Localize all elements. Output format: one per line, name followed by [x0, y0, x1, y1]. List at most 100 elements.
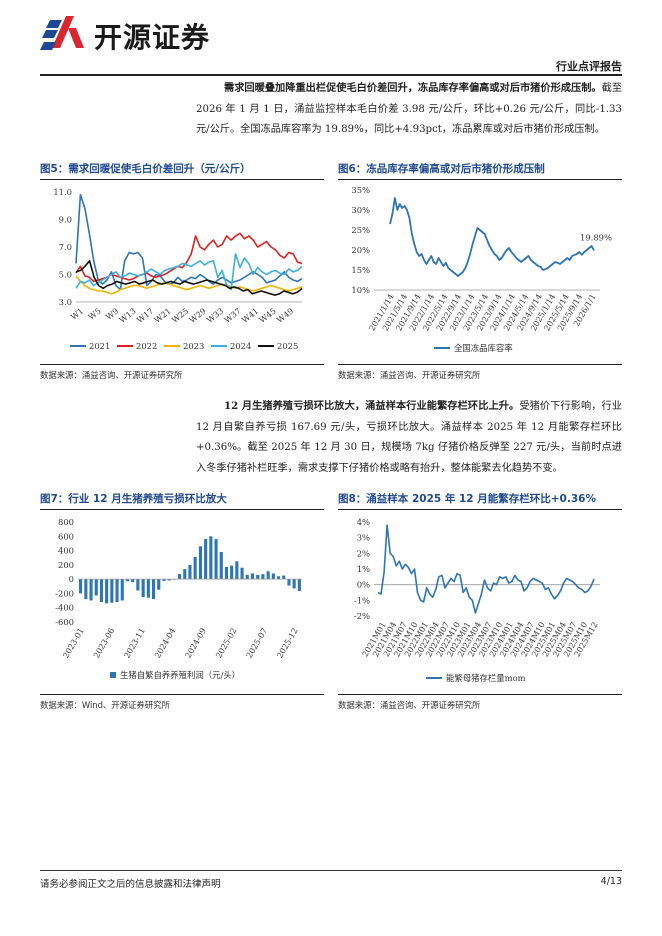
- bar: [94, 579, 98, 596]
- legend-label: 生猪自繁自养养殖利润（元/头）: [120, 670, 240, 680]
- y-tick-label: 25%: [351, 225, 370, 235]
- bar: [146, 579, 150, 598]
- x-tick-label: 2023-11: [122, 627, 146, 660]
- legend-label: 2024: [230, 341, 251, 351]
- bar: [152, 579, 156, 600]
- series-line-2023: [75, 275, 303, 295]
- figure-5-top-rule: [40, 179, 324, 180]
- figure-6-title: 图6：冻品库存率偏高或对后市猪价形成压制: [338, 163, 545, 175]
- bar: [219, 552, 223, 580]
- y-tick-label: 35%: [351, 185, 370, 195]
- y-tick-label: 2%: [357, 548, 370, 558]
- bar: [131, 579, 135, 582]
- figure-7-title: 图7：行业 12 月生猪养殖亏损环比放大: [40, 493, 227, 505]
- x-tick-label: W29: [188, 306, 208, 324]
- y-tick-label: 800: [58, 517, 74, 527]
- bar: [277, 576, 281, 580]
- bar: [136, 579, 140, 591]
- paragraph-1-lead: 需求回暖叠加降重出栏促使毛白价差回升，冻品库存率偏高或对后市猪价形成压制。: [224, 82, 602, 94]
- paragraph-1-text: 截至 2026 年 1 月 1 日，涌益监控样本毛白价差 3.98 元/公斤，环…: [196, 83, 623, 135]
- bar: [204, 539, 208, 580]
- bar: [245, 574, 249, 580]
- y-tick-label: -1%: [354, 595, 370, 605]
- bar: [261, 574, 265, 580]
- report-type: 行业点评报告: [556, 60, 622, 73]
- logo-mark-icon: [40, 16, 84, 50]
- legend-label: 2023: [183, 341, 204, 351]
- figure-6-source: 数据来源：涌益咨询、开源证券研究所: [338, 370, 481, 380]
- bar: [240, 567, 244, 580]
- footer-disclaimer: 请务必参阅正文之后的信息披露和法律声明: [40, 879, 221, 890]
- figure-5-source: 数据来源：涌益咨询、开源证券研究所: [40, 370, 183, 380]
- bar: [287, 579, 291, 586]
- bar: [167, 579, 171, 581]
- y-tick-label: 10%: [351, 285, 370, 295]
- series-line-sow-mom: [377, 524, 595, 614]
- bar: [141, 579, 145, 597]
- figure-6-bottom-rule: [338, 364, 622, 365]
- bar: [99, 579, 103, 602]
- y-tick-label: 20%: [351, 245, 370, 255]
- x-tick-label: 2024-09: [184, 627, 208, 660]
- figure-5-bottom-rule: [40, 364, 324, 365]
- chart-price-spread: 11.09.07.05.03.0W1 W5 W9W13W17W21W25W29W33…: [53, 187, 303, 351]
- y-tick-label: 1%: [357, 564, 370, 574]
- bar: [256, 574, 260, 580]
- y-tick-label: 4%: [357, 517, 370, 527]
- x-tick-label: W25: [170, 306, 190, 324]
- x-tick-label: W5: [87, 306, 103, 321]
- legend-label: 全国冻品库容率: [454, 343, 513, 353]
- data-label-latest: 19.89%: [580, 232, 612, 242]
- paragraph-2: 12 月生猪养殖亏损环比放大，涌益样本行业能繁存栏环比上升。受猪价下行影响，行业…: [196, 396, 622, 479]
- bar: [282, 575, 286, 580]
- y-tick-label: 0: [69, 574, 74, 584]
- bar: [198, 546, 202, 580]
- paragraph-1: 需求回暖叠加降重出栏促使毛白价差回升，冻品库存率偏高或对后市猪价形成压制。截至 …: [196, 78, 622, 141]
- bar: [79, 579, 83, 594]
- y-tick-label: 400: [58, 546, 74, 556]
- y-tick-label: 15%: [351, 265, 370, 275]
- bar: [193, 557, 197, 580]
- bar: [271, 573, 275, 580]
- bar: [105, 579, 109, 604]
- bar: [266, 571, 270, 580]
- brand-name: 开源证券: [94, 21, 211, 54]
- x-tick-label: 2025-07: [245, 627, 269, 660]
- y-tick-label: 30%: [351, 205, 370, 215]
- series-line-2025: [75, 260, 303, 296]
- figure-5-title: 图5：需求回暖促使毛白价差回升（元/公斤）: [40, 163, 251, 175]
- bar: [183, 569, 187, 580]
- x-tick-label: W45: [258, 306, 278, 324]
- y-tick-label: -600: [55, 617, 74, 627]
- x-tick-label: 2023-01: [61, 627, 85, 660]
- figure-8-bottom-rule: [338, 694, 622, 695]
- y-tick-label: -2%: [354, 611, 370, 621]
- legend-label: 能繁母猪存栏量mom: [446, 673, 526, 683]
- page-number: 4/13: [600, 876, 622, 887]
- header-divider: [40, 74, 622, 76]
- chart-sow-inventory-mom: 4%3%2%1%0%-1%-2%2021M012021M042021M07202…: [354, 517, 600, 683]
- x-tick-label: W33: [205, 306, 225, 324]
- x-tick-label: 2024-04: [153, 627, 177, 660]
- bar: [250, 573, 254, 580]
- bar: [178, 574, 182, 580]
- series-line-2024: [75, 253, 303, 291]
- series-line-2021: [75, 193, 303, 291]
- y-tick-label: -200: [55, 588, 74, 598]
- bar: [89, 579, 93, 601]
- bar: [84, 579, 88, 600]
- bar: [157, 579, 161, 590]
- y-tick-label: 200: [58, 560, 74, 570]
- bar: [115, 579, 119, 602]
- y-tick-label: 9.0: [59, 215, 72, 225]
- bar: [209, 536, 213, 580]
- bar: [188, 564, 192, 580]
- bar: [110, 579, 114, 603]
- x-tick-label: W1: [69, 306, 85, 321]
- company-logo: 开源证券: [40, 14, 250, 56]
- figure-7-source: 数据来源：Wind、开源证券研究所: [40, 700, 170, 710]
- bar: [292, 579, 296, 589]
- figure-8-title: 图8：涌益样本 2025 年 12 月能繁存栏环比+0.36%: [338, 493, 596, 505]
- y-tick-label: 7.0: [59, 242, 72, 252]
- footer-divider: [40, 870, 622, 871]
